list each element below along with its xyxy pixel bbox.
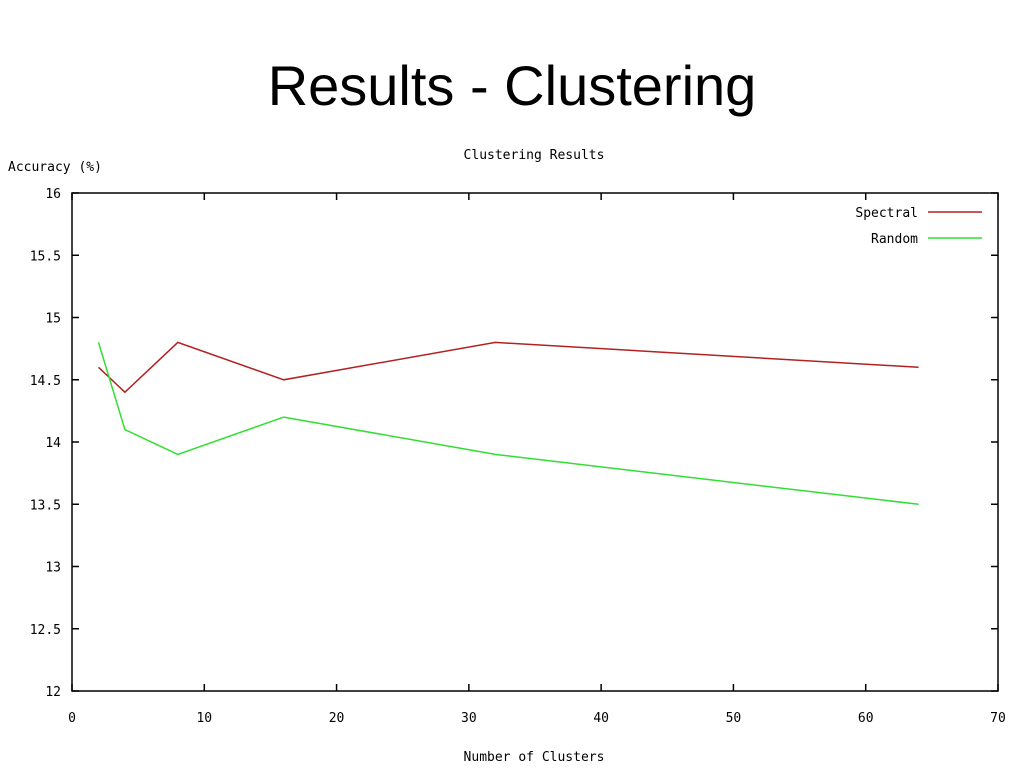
chart-title: Clustering Results: [464, 148, 605, 163]
y-tick-label: 16: [45, 187, 61, 202]
series-line-random: [97, 342, 919, 506]
x-axis-label: Number of Clusters: [464, 750, 605, 765]
x-tick-label: 30: [461, 711, 477, 726]
legend-label-random: Random: [871, 232, 918, 247]
y-tick-label: 15.5: [30, 249, 61, 264]
y-tick-label: 13: [45, 561, 61, 576]
y-tick-label: 14.5: [30, 374, 61, 389]
x-tick-label: 20: [329, 711, 345, 726]
x-tick-label: 50: [726, 711, 742, 726]
series-line-spectral: [97, 341, 919, 394]
y-tick-label: 14: [45, 436, 61, 451]
y-tick-label: 13.5: [30, 498, 61, 513]
x-tick-label: 70: [990, 711, 1006, 726]
x-tick-label: 60: [858, 711, 874, 726]
y-tick-label: 12: [45, 685, 61, 700]
x-tick-label: 40: [593, 711, 609, 726]
y-tick-label: 15: [45, 312, 61, 327]
legend-label-spectral: Spectral: [855, 206, 918, 221]
x-tick-label: 0: [68, 711, 76, 726]
y-tick-label: 12.5: [30, 623, 61, 638]
slide-title: Results - Clustering: [267, 54, 757, 117]
x-tick-label: 10: [196, 711, 212, 726]
y-axis-label: Accuracy (%): [8, 160, 102, 175]
